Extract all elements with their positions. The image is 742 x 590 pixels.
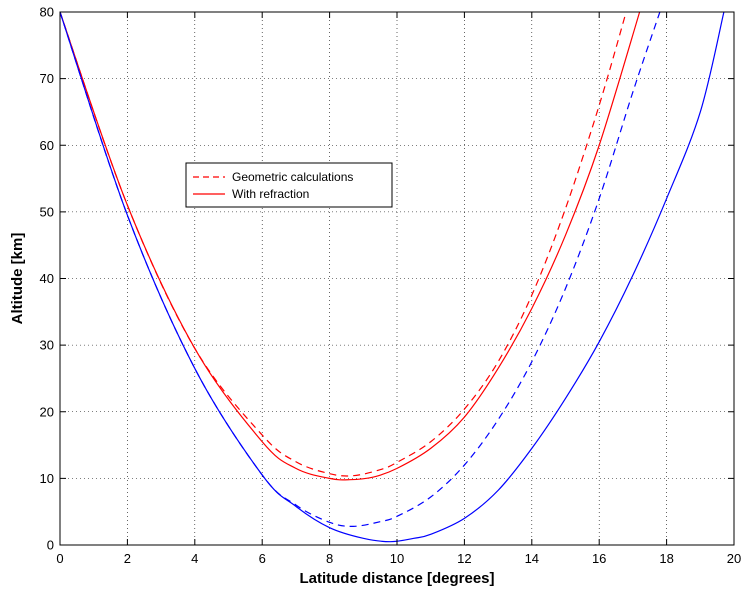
y-tick-label: 10 <box>40 471 54 486</box>
y-tick-label: 0 <box>47 538 54 553</box>
grid-lines <box>60 12 734 545</box>
legend-label-refraction: With refraction <box>232 187 309 201</box>
x-tick-label: 8 <box>326 551 333 566</box>
x-tick-label: 20 <box>727 551 741 566</box>
series-layer <box>60 12 725 543</box>
y-axis-label: Altitude [km] <box>9 233 26 325</box>
x-tick-label: 12 <box>457 551 471 566</box>
x-axis-label: Latitude distance [degrees] <box>299 570 494 587</box>
y-tick-label: 30 <box>40 338 54 353</box>
x-tick-label: 0 <box>56 551 63 566</box>
y-tick-label: 40 <box>40 271 54 286</box>
y-tick-label: 60 <box>40 138 54 153</box>
y-tick-label: 70 <box>40 71 54 86</box>
y-tick-label: 20 <box>40 404 54 419</box>
x-tick-label: 6 <box>259 551 266 566</box>
series-blue-dashed <box>60 12 661 527</box>
x-tick-label: 14 <box>525 551 539 566</box>
y-tick-label: 50 <box>40 204 54 219</box>
series-red-solid <box>60 12 641 481</box>
legend-label-geometric: Geometric calculations <box>232 170 353 184</box>
x-tick-label: 16 <box>592 551 606 566</box>
series-blue-solid <box>60 12 725 543</box>
x-tick-label: 18 <box>659 551 673 566</box>
legend-box <box>185 162 393 208</box>
x-tick-label: 2 <box>124 551 131 566</box>
y-tick-label: 80 <box>40 5 54 20</box>
x-tick-label: 10 <box>390 551 404 566</box>
x-tick-label: 4 <box>191 551 198 566</box>
legend: Geometric calculations With refraction <box>185 162 393 208</box>
axis-ticks: 0 2 4 6 8 10 12 14 16 18 20 0 10 20 30 40 50 60 70 80 <box>40 5 742 567</box>
